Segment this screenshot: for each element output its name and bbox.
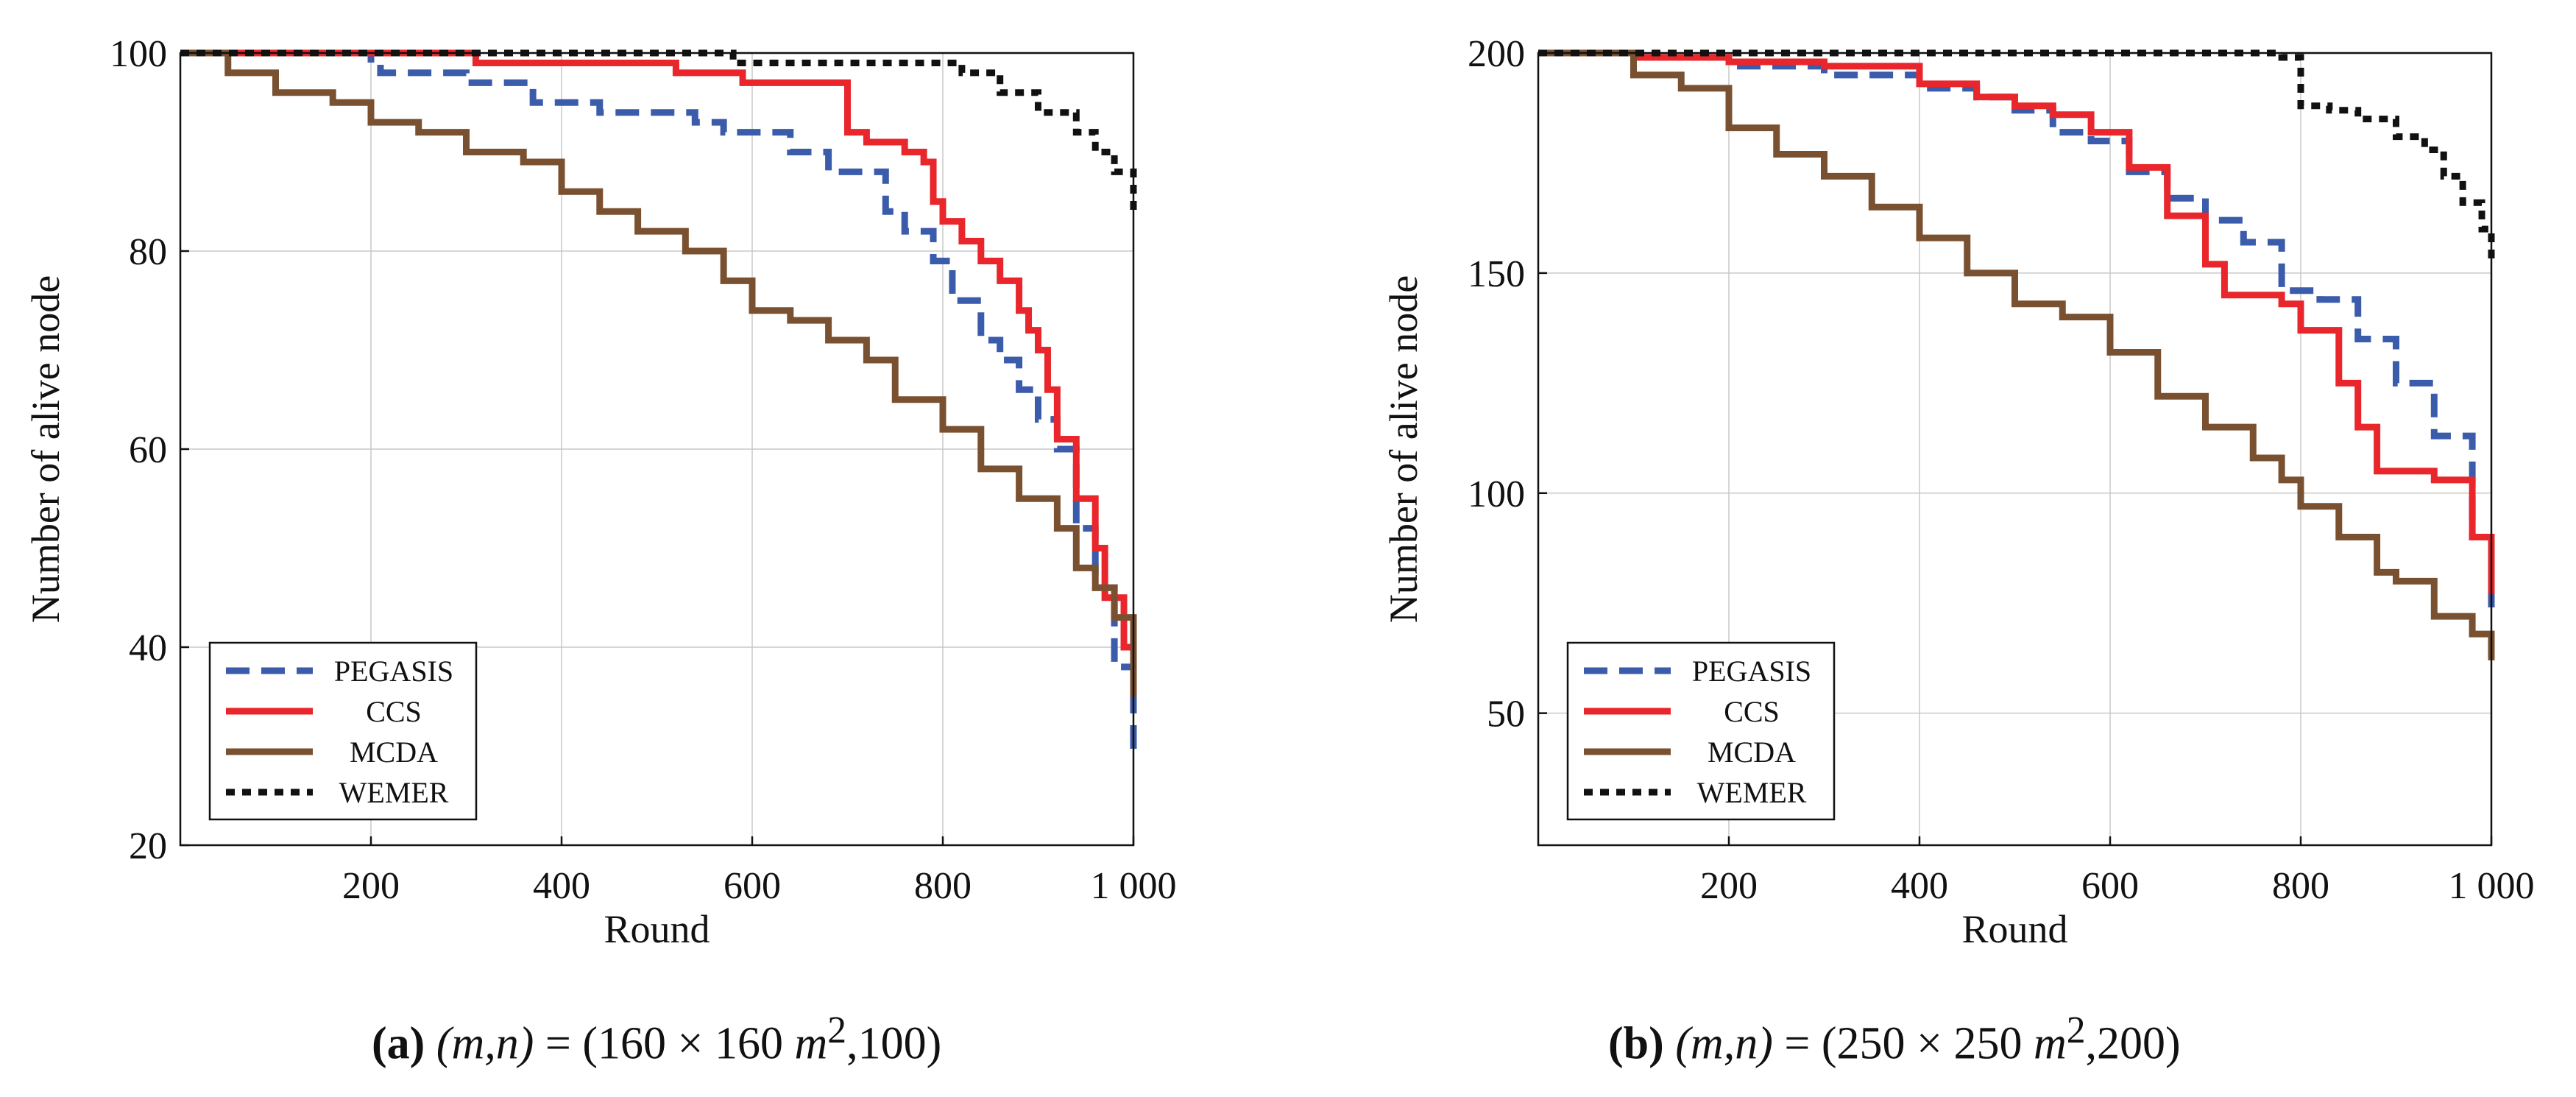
x-tick-label-1: 400 (533, 865, 590, 907)
series-line-ccs (180, 49, 1137, 697)
series-line-wemer (1538, 49, 2495, 264)
series-line-mcda (1538, 49, 2495, 660)
legend-label-ccs: CCS (1724, 695, 1780, 728)
caption-b-tag: (b) (1608, 1018, 1664, 1069)
y-tick-label-3: 200 (1468, 33, 1525, 75)
y-tick-label-1: 100 (1468, 473, 1525, 515)
y-axis-label: Number of alive node (1381, 275, 1426, 623)
x-axis-label: Round (604, 907, 710, 951)
legend-label-pegasis: PEGASIS (1692, 655, 1811, 688)
caption-a-tag: (a) (372, 1018, 425, 1069)
x-tick-label-2: 600 (2081, 865, 2139, 907)
caption-b-unit: m (2033, 1018, 2067, 1069)
x-tick-label-0: 200 (1700, 865, 1758, 907)
caption-b-mn: (m,n) (1675, 1018, 1773, 1069)
y-axis-label: Number of alive node (24, 275, 68, 623)
x-tick-label-4: 1 000 (2449, 865, 2535, 907)
x-tick-label-3: 800 (2272, 865, 2329, 907)
plot-frame (1537, 52, 2493, 847)
y-tick-label-0: 50 (1487, 694, 1525, 736)
y-tick-label-0: 20 (129, 825, 167, 867)
caption-b-power: 2 (2066, 1009, 2086, 1051)
legend-label-pegasis: PEGASIS (334, 655, 453, 688)
legend-box (208, 641, 478, 821)
caption-a: (a) (m,n) = (160 × 160 m2,100) (372, 1009, 941, 1070)
legend-label-wemer: WEMER (339, 776, 449, 809)
y-tick-label-4: 100 (110, 33, 167, 75)
caption-b: (b) (m,n) = (250 × 250 m2,200) (1608, 1009, 2181, 1070)
y-tick-label-2: 150 (1468, 253, 1525, 295)
caption-a-unit: m (794, 1018, 828, 1069)
series-line-ccs (1538, 49, 2495, 595)
legend-label-wemer: WEMER (1697, 776, 1807, 809)
legend-label-mcda: MCDA (350, 736, 438, 769)
y-tick-label-1: 40 (129, 627, 167, 669)
x-tick-label-4: 1 000 (1091, 865, 1177, 907)
legend: PEGASIS CCS MCDA WEMER (1566, 641, 1836, 821)
legend-box (1566, 641, 1836, 821)
y-tick-label-3: 80 (129, 231, 167, 273)
x-tick-label-1: 400 (1891, 865, 1948, 907)
x-tick-label-0: 200 (342, 865, 400, 907)
x-tick-label-2: 600 (723, 865, 781, 907)
caption-a-mn: (m,n) (436, 1018, 534, 1069)
legend-label-ccs: CCS (366, 695, 422, 728)
legend: PEGASIS CCS MCDA WEMER (208, 641, 478, 821)
series-line-mcda (180, 49, 1137, 697)
caption-a-power: 2 (827, 1009, 847, 1051)
legend-label-mcda: MCDA (1708, 736, 1796, 769)
chart-a: 200 400 600 800 1 000 20 40 60 80 100 Round Number … (24, 33, 1177, 951)
series-line-pegasis (1538, 49, 2495, 617)
caption-b-equals: = (250 × 250 (1772, 1018, 2034, 1069)
y-tick-label-2: 60 (129, 429, 167, 471)
series-line-pegasis (180, 49, 1137, 756)
chart-b: 200 400 600 800 1 000 50 100 150 200 Round Number … (1381, 33, 2535, 951)
x-tick-label-3: 800 (914, 865, 972, 907)
caption-b-tail: ,200) (2085, 1018, 2181, 1069)
series-line-wemer (180, 49, 1137, 212)
caption-a-equals: = (160 × 160 (534, 1018, 795, 1069)
caption-a-tail: ,100) (846, 1018, 942, 1069)
x-axis-label: Round (1961, 907, 2067, 951)
